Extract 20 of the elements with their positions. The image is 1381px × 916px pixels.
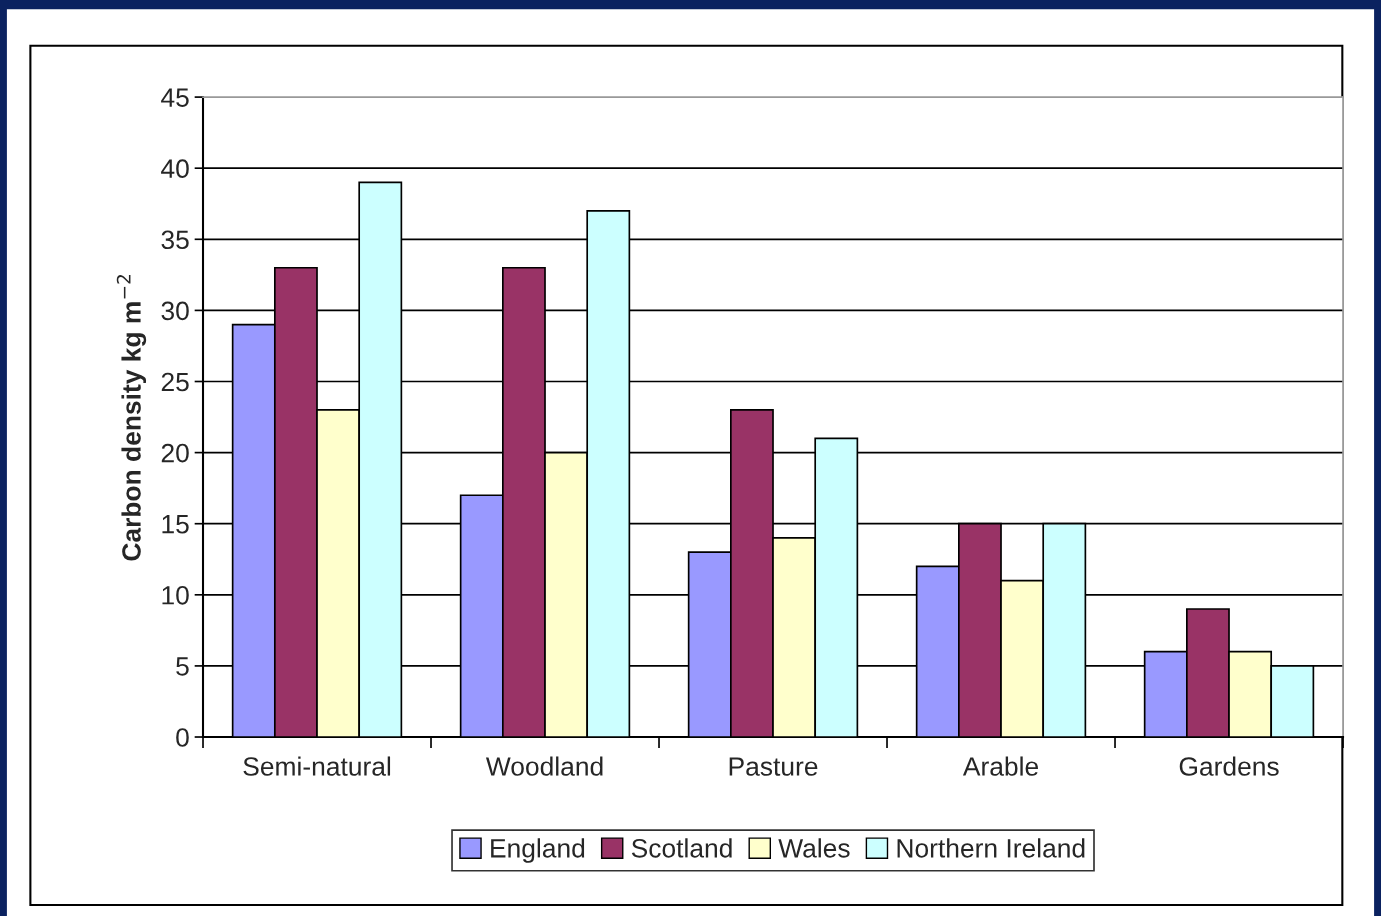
y-tick-label: 20 <box>161 443 189 463</box>
x-tick-label: Pasture <box>729 757 818 776</box>
x-tick-label: Arable <box>962 756 1038 776</box>
legend-label: England <box>491 838 585 863</box>
y-tick-label: 40 <box>161 159 189 179</box>
y-tick-label: 45 <box>161 88 189 107</box>
legend-label: Scotland <box>631 838 732 858</box>
y-tick-label: 30 <box>161 301 189 321</box>
y-tick-label: 5 <box>176 657 189 676</box>
x-tick-label: Gardens <box>1179 756 1279 776</box>
x-tick-label: Woodland <box>485 756 603 776</box>
x-tick-label: Semi-natural <box>243 756 391 776</box>
y-tick-label: 35 <box>161 230 189 250</box>
y-axis-title: Carbon density kg m$^{−2}$ <box>116 275 147 561</box>
legend-label: Wales <box>778 838 850 858</box>
y-tick-label: 10 <box>162 585 189 605</box>
y-tick-label: 15 <box>162 515 189 534</box>
y-tick-label: 0 <box>176 728 189 747</box>
legend-label: Northern Ireland <box>897 838 1085 858</box>
y-tick-label: 25 <box>161 372 189 392</box>
